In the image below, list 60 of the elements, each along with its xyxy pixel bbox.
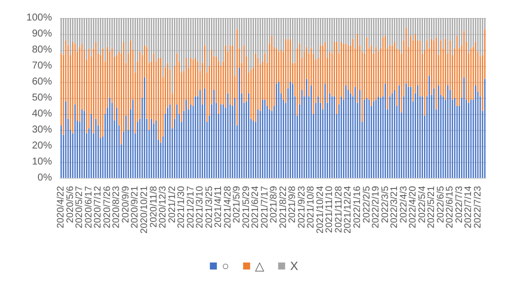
x-tick-label: 2022/2/5: [361, 186, 372, 223]
y-tick-label: 10%: [32, 156, 52, 168]
legend-label: ○: [222, 259, 230, 273]
y-tick-label: 80%: [32, 44, 52, 56]
x-tick-label: 2022/7/14: [463, 186, 474, 228]
x-tick-label: 2021/1/2: [166, 186, 178, 223]
x-tick-label: 2022/4/20: [408, 186, 419, 228]
x-tick-label: 2022/6/15: [444, 186, 456, 228]
x-tick-label: 2022/1/16: [352, 186, 364, 228]
x-tick-label: 2021/6/24: [250, 186, 262, 228]
x-tick-label: 2020/5/6: [64, 186, 76, 223]
y-tick-label: 50%: [32, 92, 52, 104]
y-tick-label: 90%: [32, 28, 52, 40]
x-tick-label: 2020/7/26: [102, 186, 113, 228]
x-tick-label: 2022/7/23: [472, 186, 484, 228]
x-tick-label: 2021/10/8: [306, 186, 317, 228]
x-tick-label: 2020/5/27: [74, 186, 86, 228]
y-tick-label: 60%: [32, 76, 52, 88]
x-tick-label: 2021/8/9: [268, 186, 280, 223]
y-tick-label: 40%: [32, 108, 52, 120]
x-tick-label: 2020/6/17: [83, 186, 94, 228]
legend-label: △: [255, 259, 266, 273]
x-tick-label: 2021/10/24: [314, 186, 326, 234]
x-tick-label: 2022/4/3: [398, 186, 410, 223]
x-tick-label: 2021/11/28: [333, 186, 344, 233]
x-tick-label: 2022/2/19: [370, 186, 382, 228]
x-tick-label: 2021/11/10: [324, 186, 336, 233]
x-tick-label: 2021/4/28: [222, 186, 234, 228]
legend-label: X: [290, 259, 298, 273]
x-tick-label: 2022/5/21: [426, 186, 438, 228]
x-tick-label: 2020/10/21: [139, 186, 150, 234]
x-tick-label: 2021/3/25: [204, 186, 215, 228]
x-tick-label: 2021/3/10: [194, 186, 206, 228]
x-tick-label: 2021/9/8: [287, 186, 298, 223]
y-tick-label: 20%: [32, 140, 52, 152]
x-tick-label: 2022/3/5: [380, 186, 391, 223]
x-tick-label: 2022/3/21: [389, 186, 400, 228]
y-tick-label: 70%: [32, 60, 52, 72]
x-tick-label: 2021/5/9: [232, 186, 243, 223]
y-tick-label: 100%: [26, 12, 52, 24]
x-tick-label: 2020/7/12: [92, 186, 104, 228]
x-tick-label: 2021/2/17: [185, 186, 196, 228]
x-tick-label: 2021/9/23: [296, 186, 308, 228]
x-tick-label: 2021/1/30: [176, 186, 188, 228]
x-tick-label: 2022/7/3: [454, 186, 465, 223]
x-tick-label: 2021/8/22: [278, 186, 289, 228]
x-tick-label: 2020/9/21: [130, 186, 141, 228]
x-tick-label: 2022/6/5: [435, 186, 446, 223]
x-tick-label: 2020/12/3: [158, 186, 169, 228]
x-tick-label: 2021/4/11: [213, 186, 224, 228]
x-tick-label: 2020/4/22: [56, 186, 67, 228]
x-tick-label: 2020/11/8: [148, 186, 160, 228]
y-tick-label: 30%: [32, 124, 52, 136]
x-tick-label: 2021/12/24: [342, 186, 354, 234]
x-tick-label: 2022/5/4: [416, 186, 428, 223]
x-tick-label: 2020/8/23: [111, 186, 122, 228]
y-tick-label: 0%: [38, 172, 52, 184]
x-tick-label: 2021/7/17: [259, 186, 270, 228]
x-tick-label: 2020/9/9: [120, 186, 132, 223]
x-tick-label: 2021/5/29: [240, 186, 252, 228]
